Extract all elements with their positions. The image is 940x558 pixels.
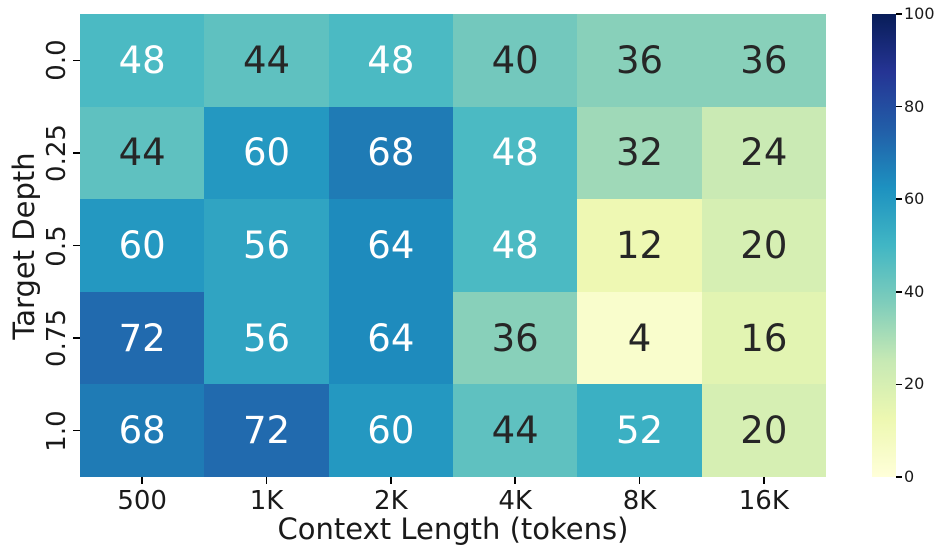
heatmap-cell: 4 <box>577 291 702 385</box>
heatmap-cell: 64 <box>328 291 453 385</box>
heatmap-cell-value: 32 <box>615 131 664 175</box>
colorbar-tick-label: 100 <box>904 4 935 23</box>
x-tick-mark <box>514 477 516 484</box>
x-tick-mark <box>638 477 641 484</box>
colorbar-tick-mark <box>896 198 902 200</box>
x-tick-label: 4K <box>498 486 532 516</box>
heatmap-cell-value: 44 <box>242 38 291 82</box>
heatmap-cell: 68 <box>80 384 205 477</box>
heatmap-cell: 56 <box>204 199 329 292</box>
heatmap-cell: 40 <box>453 14 578 107</box>
heatmap-cell: 48 <box>453 199 578 292</box>
heatmap-cell: 36 <box>453 291 578 385</box>
heatmap-cell-value: 60 <box>118 223 166 267</box>
heatmap-cell: 72 <box>80 291 205 385</box>
x-tick-label: 1K <box>249 486 284 516</box>
heatmap-cell: 56 <box>204 291 329 385</box>
heatmap-cell-value: 52 <box>615 409 664 453</box>
heatmap-cell: 68 <box>328 106 453 200</box>
heatmap-cell-value: 44 <box>491 409 539 453</box>
heatmap-cell-value: 40 <box>491 38 539 82</box>
x-tick-label: 2K <box>374 486 408 516</box>
colorbar-tick-mark <box>896 383 902 386</box>
heatmap-cell-value: 20 <box>740 409 788 453</box>
colorbar-tick-mark <box>896 105 902 108</box>
heatmap-cell-value: 48 <box>367 38 415 82</box>
heatmap-cell: 36 <box>701 14 826 107</box>
heatmap-cell-value: 24 <box>740 131 788 175</box>
heatmap-cell-value: 48 <box>491 131 539 175</box>
colorbar-tick-label: 80 <box>904 96 925 116</box>
y-tick-mark <box>73 244 80 247</box>
heatmap-cell-value: 20 <box>740 223 788 267</box>
x-tick-label: 8K <box>622 486 657 516</box>
heatmap-cell-value: 56 <box>242 223 291 267</box>
heatmap-cell-value: 60 <box>242 131 291 175</box>
heatmap-cell: 20 <box>701 199 826 292</box>
colorbar-tick-label: 0 <box>904 467 915 486</box>
colorbar <box>872 14 896 477</box>
heatmap-grid: 48 44 48 40 36 36 44 60 68 48 32 24 60 56 64 48 12 20 72 56… <box>80 14 826 477</box>
heatmap-cell: 48 <box>328 14 453 107</box>
heatmap-cell: 52 <box>577 384 702 477</box>
heatmap-cell-value: 36 <box>740 38 788 82</box>
y-tick-mark <box>73 429 80 432</box>
heatmap-cell-value: 48 <box>118 38 166 82</box>
heatmap-cell-value: 4 <box>627 316 652 360</box>
heatmap-cell-value: 72 <box>242 409 291 453</box>
heatmap-cell: 16 <box>701 291 826 385</box>
colorbar-tick-mark <box>896 291 902 293</box>
y-axis-title: Target Depth <box>7 152 41 340</box>
x-tick-mark <box>141 477 143 484</box>
heatmap-cell: 44 <box>453 384 578 477</box>
heatmap-cell: 60 <box>328 384 453 477</box>
heatmap-cell-value: 72 <box>118 316 166 360</box>
heatmap-cell: 72 <box>204 384 329 477</box>
y-tick-label: 1.0 <box>42 410 72 452</box>
heatmap-cell-value: 44 <box>118 131 166 175</box>
heatmap-cell: 60 <box>204 106 329 200</box>
heatmap-cell-value: 12 <box>615 223 664 267</box>
heatmap-cell: 48 <box>80 14 205 107</box>
y-tick-mark <box>73 59 80 62</box>
x-axis-title: Context Length (tokens) <box>277 512 629 546</box>
x-tick-label: 500 <box>117 486 167 516</box>
heatmap-cell-value: 56 <box>242 316 291 360</box>
colorbar-tick-label: 40 <box>904 281 925 301</box>
heatmap-cell: 20 <box>701 384 826 477</box>
heatmap-cell: 12 <box>577 199 702 292</box>
x-tick-mark <box>390 477 392 484</box>
heatmap-cell: 36 <box>577 14 702 107</box>
heatmap-cell-value: 60 <box>367 409 415 453</box>
heatmap-cell-value: 68 <box>118 409 166 453</box>
heatmap-cell-value: 48 <box>491 223 539 267</box>
colorbar-tick-mark <box>896 13 902 15</box>
colorbar-tick-label: 60 <box>904 189 925 209</box>
x-tick-mark <box>265 477 268 484</box>
heatmap-cell: 64 <box>328 199 453 292</box>
heatmap-cell-value: 64 <box>367 223 415 267</box>
heatmap-cell-value: 36 <box>615 38 664 82</box>
heatmap-cell: 44 <box>80 106 205 200</box>
x-tick-label: 16K <box>738 486 789 516</box>
y-tick-mark <box>73 337 80 339</box>
heatmap-cell-value: 16 <box>740 316 788 360</box>
heatmap-cell: 48 <box>453 106 578 200</box>
heatmap-cell: 32 <box>577 106 702 200</box>
heatmap-cell: 44 <box>204 14 329 107</box>
colorbar-tick-mark <box>896 476 902 478</box>
heatmap-cell-value: 68 <box>367 131 415 175</box>
x-tick-mark <box>763 477 765 484</box>
colorbar-tick-label: 20 <box>904 374 925 394</box>
heatmap-cell-value: 36 <box>491 316 539 360</box>
heatmap-cell: 60 <box>80 199 205 292</box>
heatmap-cell: 24 <box>701 106 826 200</box>
y-tick-mark <box>73 152 80 154</box>
heatmap-cell-value: 64 <box>367 316 415 360</box>
